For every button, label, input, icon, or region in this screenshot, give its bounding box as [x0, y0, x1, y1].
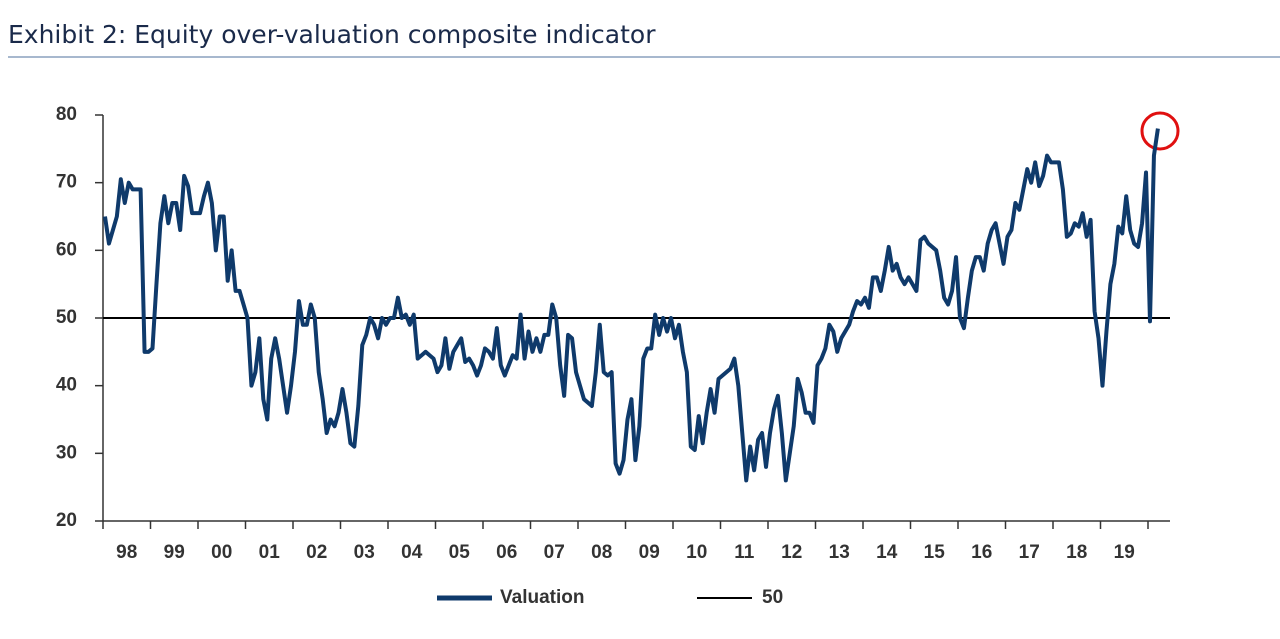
- x-tick-label: 98: [116, 542, 137, 563]
- x-tick-label: 11: [734, 542, 755, 563]
- x-tick-label: 07: [544, 542, 565, 563]
- x-tick-label: 16: [971, 542, 992, 563]
- x-tick-label: 19: [1114, 542, 1135, 563]
- x-tick-label: 00: [211, 542, 232, 563]
- x-tick-label: 14: [876, 542, 898, 563]
- legend-label: 50: [762, 587, 783, 608]
- x-tick-label: 13: [829, 542, 850, 563]
- x-tick-label: 03: [354, 542, 375, 563]
- y-tick-label: 50: [56, 307, 77, 328]
- x-tick-label: 06: [496, 542, 517, 563]
- x-tick-label: 05: [449, 542, 471, 563]
- x-tick-label: 09: [639, 542, 660, 563]
- y-tick-label: 20: [56, 510, 77, 531]
- chart-title: Exhibit 2: Equity over-valuation composi…: [8, 20, 656, 49]
- x-tick-label: 18: [1066, 542, 1087, 563]
- x-tick-label: 99: [164, 542, 185, 563]
- highlight-circle: [1140, 111, 1180, 151]
- x-tick-label: 17: [1019, 542, 1040, 563]
- x-tick-label: 04: [401, 542, 423, 563]
- y-tick-label: 60: [56, 239, 77, 260]
- y-tick-label: 30: [56, 442, 77, 463]
- x-tick-label: 15: [924, 542, 946, 563]
- x-tick-label: 01: [259, 542, 281, 563]
- x-tick-label: 02: [306, 542, 327, 563]
- y-tick-label: 40: [56, 375, 77, 396]
- x-tick-label: 10: [686, 542, 707, 563]
- y-tick-label: 70: [56, 172, 77, 193]
- legend-label: Valuation: [500, 587, 584, 608]
- series-line: [103, 128, 1160, 483]
- x-tick-label: 08: [591, 542, 612, 563]
- y-tick-label: 80: [56, 104, 77, 125]
- x-tick-label: 12: [781, 542, 802, 563]
